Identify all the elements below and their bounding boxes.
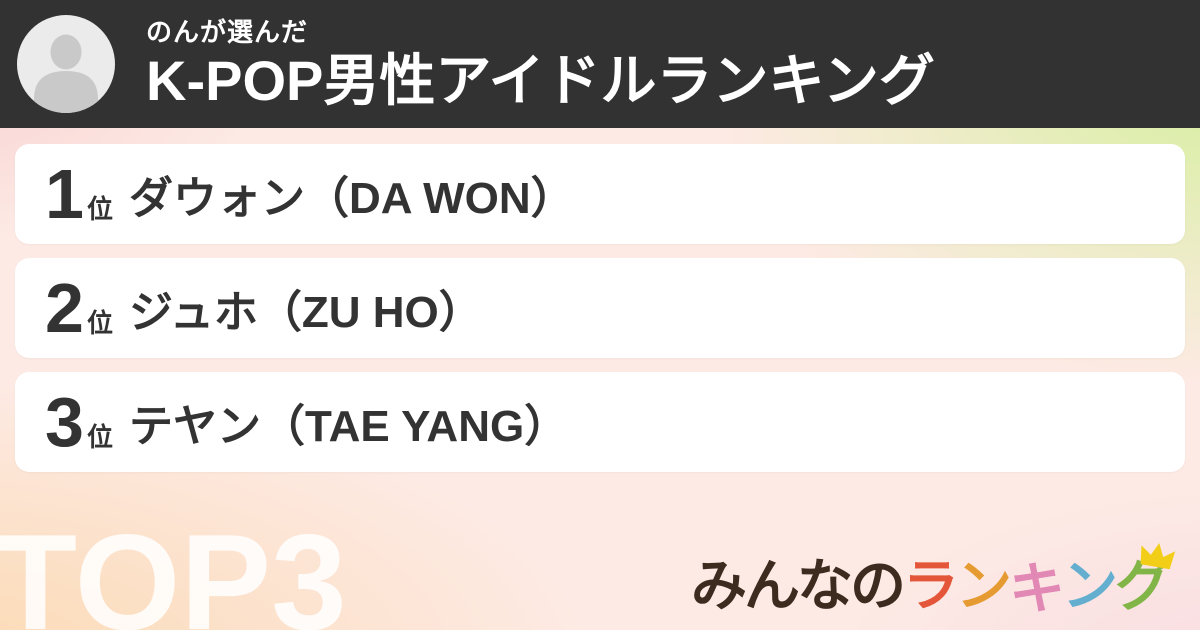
rank-badge: 2 位: [45, 273, 113, 343]
crown-icon: [1140, 542, 1176, 570]
logo-prefix-text: みんなの: [691, 554, 906, 617]
idol-name: ジュホ（ZU HO）: [128, 288, 483, 337]
rank-number: 1: [45, 155, 84, 233]
person-icon: [34, 34, 98, 113]
page-title: K-POP男性アイドルランキング: [146, 48, 935, 112]
rank-badge: 3 位: [45, 387, 113, 457]
site-logo[interactable]: みんなのランキング: [691, 542, 1176, 620]
rank-unit: 位: [86, 194, 113, 224]
ranking-body: 1 位 ダウォン（DA WON） 2 位 ジュホ（ZU HO） 3 位 テヤン（…: [0, 128, 1200, 630]
rank-number: 3: [45, 383, 84, 461]
ranking-row-1[interactable]: 1 位 ダウォン（DA WON）: [15, 144, 1185, 244]
ranking-author-label: のんが選んだ: [146, 16, 309, 47]
rank-unit: 位: [86, 422, 113, 452]
idol-name: ダウォン（DA WON）: [128, 174, 575, 223]
logo-char-2: ン: [956, 554, 1012, 617]
logo-char-3: キ: [1009, 557, 1065, 620]
logo-char-1: ラ: [903, 554, 959, 617]
avatar: [17, 15, 115, 113]
rank-unit: 位: [86, 308, 113, 338]
header: のんが選んだ K-POP男性アイドルランキング: [0, 0, 1200, 128]
logo-char-4: ン: [1062, 554, 1118, 617]
top3-label: TOP3: [0, 506, 347, 630]
ranking-row-3[interactable]: 3 位 テヤン（TAE YANG）: [15, 372, 1185, 472]
header-text: のんが選んだ K-POP男性アイドルランキング: [146, 16, 935, 112]
rank-badge: 1 位: [45, 159, 113, 229]
rank-number: 2: [45, 269, 84, 347]
idol-name: テヤン（TAE YANG）: [128, 402, 569, 451]
ranking-row-2[interactable]: 2 位 ジュホ（ZU HO）: [15, 258, 1185, 358]
